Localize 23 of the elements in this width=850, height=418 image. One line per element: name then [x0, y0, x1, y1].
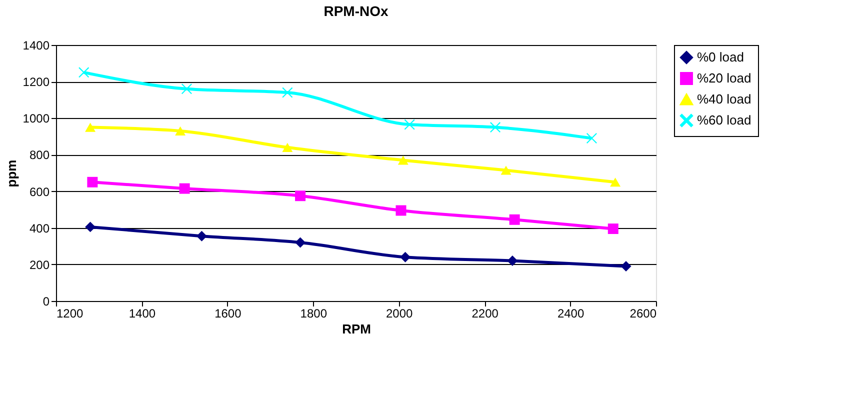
x-tick-label: 2400: [557, 306, 584, 320]
y-tick-label: 400: [29, 221, 50, 236]
x-tick-label: 2000: [386, 306, 414, 320]
y-tick-label: 600: [29, 184, 50, 199]
x-tick-label: 2200: [472, 306, 499, 320]
legend-label: %60 load: [697, 112, 752, 128]
y-tick-label: 200: [29, 258, 50, 272]
y-axis-title: ppm: [4, 160, 19, 188]
legend-label: %20 load: [697, 70, 752, 86]
y-tick-label: 1200: [22, 75, 50, 90]
y-tick-label: 1400: [22, 38, 50, 52]
y-tick-label: 0: [42, 294, 50, 308]
y-tick-label: 1000: [22, 112, 50, 126]
x-tick-label: 1600: [214, 306, 242, 320]
x-tick-label: 1400: [128, 306, 156, 320]
x-tick-label: 1800: [300, 306, 328, 320]
x-tick-label: 1200: [56, 306, 84, 320]
x-tick-label: 2600: [630, 306, 657, 320]
chart-title: RPM-NOx: [324, 3, 388, 19]
x-axis-title: RPM: [342, 322, 371, 336]
y-tick-label: 800: [29, 148, 50, 162]
legend-label: %0 load: [697, 50, 744, 64]
legend-label: %40 load: [697, 92, 752, 106]
